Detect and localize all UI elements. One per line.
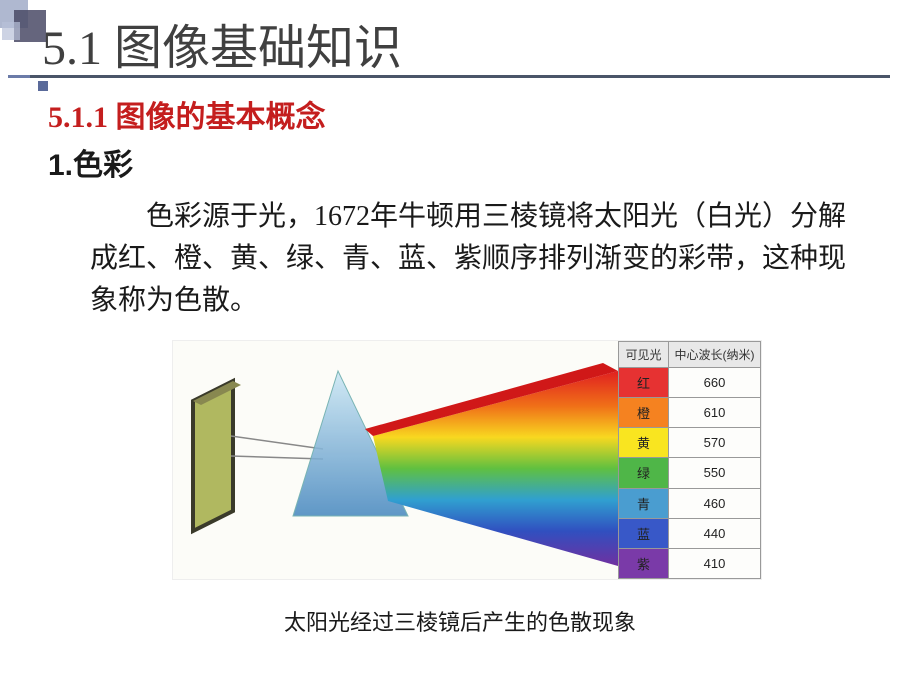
table-header-row: 可见光 中心波长(纳米) xyxy=(619,342,761,368)
wavelength-cell: 660 xyxy=(669,368,761,398)
col-header-wavelength: 中心波长(纳米) xyxy=(669,342,761,368)
wavelength-cell: 460 xyxy=(669,488,761,518)
color-name-cell: 青 xyxy=(619,488,669,518)
wavelength-table: 可见光 中心波长(纳米) 红660橙610黄570绿550青460蓝440紫41… xyxy=(618,341,761,579)
table-row: 红660 xyxy=(619,368,761,398)
bullet-square xyxy=(38,81,48,91)
color-name-cell: 橙 xyxy=(619,398,669,428)
wavelength-cell: 570 xyxy=(669,428,761,458)
wavelength-cell: 440 xyxy=(669,518,761,548)
prism-diagram xyxy=(173,341,618,579)
deco-square xyxy=(2,22,20,40)
color-name-cell: 黄 xyxy=(619,428,669,458)
figure-caption: 太阳光经过三棱镜后产生的色散现象 xyxy=(0,605,920,637)
table-row: 蓝440 xyxy=(619,518,761,548)
wavelength-cell: 410 xyxy=(669,548,761,578)
table-row: 黄570 xyxy=(619,428,761,458)
color-name-cell: 紫 xyxy=(619,548,669,578)
color-name-cell: 绿 xyxy=(619,458,669,488)
color-name-cell: 蓝 xyxy=(619,518,669,548)
ray-line xyxy=(231,436,323,449)
color-name-cell: 红 xyxy=(619,368,669,398)
wavelength-cell: 550 xyxy=(669,458,761,488)
ray-line xyxy=(231,456,323,459)
prism-figure: 可见光 中心波长(纳米) 红660橙610黄570绿550青460蓝440紫41… xyxy=(172,340,762,580)
wavelength-cell: 610 xyxy=(669,398,761,428)
table-row: 绿550 xyxy=(619,458,761,488)
table-row: 橙610 xyxy=(619,398,761,428)
table-row: 紫410 xyxy=(619,548,761,578)
body-paragraph: 色彩源于光，1672年牛顿用三棱镜将太阳光（白光）分解成红、橙、黄、绿、青、蓝、… xyxy=(90,196,850,322)
prism-svg xyxy=(173,341,618,579)
col-header-color: 可见光 xyxy=(619,342,669,368)
title-underline xyxy=(30,75,890,78)
section-subtitle: 5.1.1 图像的基本概念 xyxy=(48,92,326,136)
page-title: 5.1 图像基础知识 xyxy=(42,8,402,78)
section-heading: 1.色彩 xyxy=(48,140,133,184)
table-row: 青460 xyxy=(619,488,761,518)
